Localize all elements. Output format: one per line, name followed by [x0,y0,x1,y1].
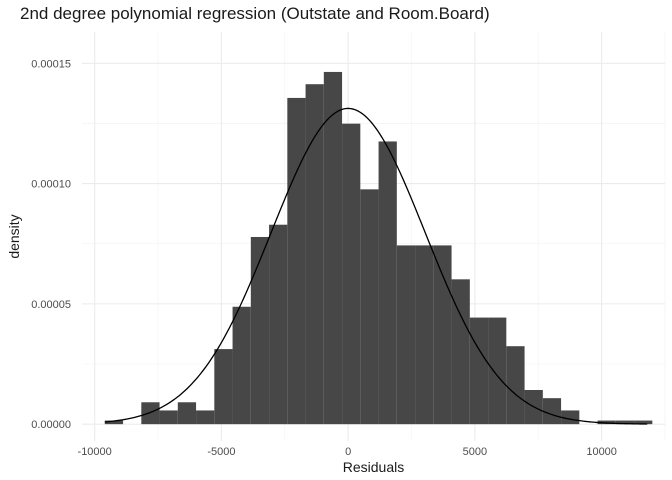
y-tick-label: 0.00010 [31,179,71,191]
histogram-bar [615,420,635,425]
histogram-bar [433,245,452,425]
y-tick-label: 0.00015 [31,58,71,70]
y-tick-label: 0.00000 [31,419,71,431]
histogram-bar [634,420,653,425]
y-axis-title: density [6,214,22,258]
normal-density-curve [104,107,648,425]
histogram-bar [141,402,160,425]
x-tick-label: -10000 [78,446,112,458]
x-tick-label: 10000 [586,446,617,458]
histogram-bar [396,245,416,425]
histogram-bar [542,398,562,425]
histogram-bar [323,71,343,425]
y-tick-label: 0.00005 [31,299,71,311]
histogram-bar [342,123,361,425]
histogram-bar [305,84,324,425]
histogram-bar [214,349,233,425]
x-tick-label: 5000 [463,446,487,458]
histogram-bar [250,236,270,425]
density-curve-layer [104,107,648,425]
histogram-bar [561,410,580,425]
histogram-bar [488,317,507,425]
histogram-bar [196,410,215,425]
tick-labels: -10000 -5000 0 5000 10000 0.00000 0.00005 0.000… [31,58,617,458]
histogram-bar [104,420,124,425]
histogram-bar [269,224,288,425]
histogram-bar [415,245,434,425]
histogram-bar [177,402,197,425]
histogram-bar [287,97,306,425]
x-tick-label: 0 [345,446,351,458]
x-axis-title: Residuals [343,459,404,475]
x-tick-label: -5000 [207,446,235,458]
histogram-bar [159,410,178,425]
chart-title: 2nd degree polynomial regression (Outsta… [20,4,490,23]
histogram-bar [378,141,397,425]
histogram-bars [104,71,653,425]
histogram-bar [597,420,616,425]
histogram-bar [469,317,489,425]
histogram-bar [232,306,251,425]
histogram-bar [360,189,379,425]
histogram-bar [451,279,470,425]
histogram-bar [506,346,525,425]
